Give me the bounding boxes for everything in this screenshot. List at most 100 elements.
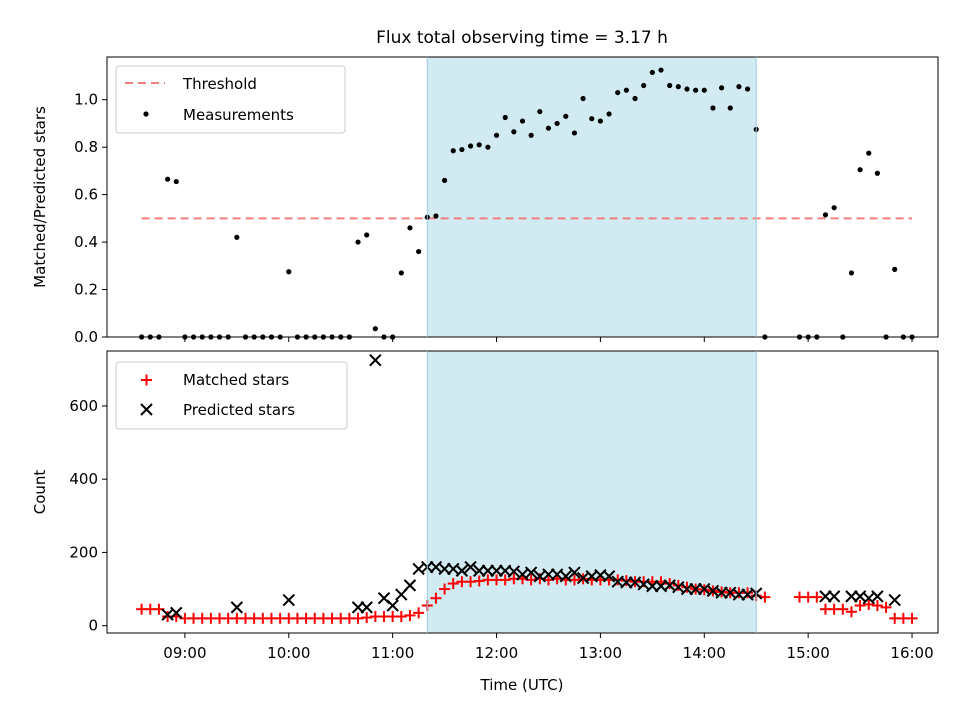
predicted-star-point	[455, 564, 469, 577]
measurement-point	[693, 87, 699, 93]
predicted-star-point	[507, 565, 521, 578]
measurement-point	[580, 95, 586, 102]
measurement-point	[892, 266, 898, 272]
measurement-point	[736, 84, 742, 90]
measurement-point	[563, 113, 569, 119]
x-axis-label: Time (UTC)	[480, 676, 564, 694]
ratio-panel: 0.0 0.2 0.4 0.6 0.8 1.0 Matched/Predicted sta…	[31, 56, 939, 346]
measurement-point	[667, 82, 673, 89]
x-tick-label: 14:00	[683, 644, 726, 662]
count-series	[136, 353, 918, 624]
measurement-point	[623, 87, 629, 93]
measurement-point	[467, 143, 474, 149]
measurement-point	[727, 105, 733, 111]
count-y-axis-label: Count	[31, 470, 49, 515]
measurement-point	[848, 270, 855, 276]
chart-title: Flux total observing time = 3.17 h	[376, 28, 668, 48]
matched-star-point	[863, 598, 875, 610]
count-legend: Matched stars Predicted stars	[115, 361, 348, 430]
measurement-point	[407, 225, 413, 231]
measurement-point	[675, 84, 681, 90]
measurement-point	[606, 111, 612, 117]
measurement-point	[528, 132, 534, 138]
ratio-y-axis-label: Matched/Predicted stars	[31, 106, 49, 288]
matched-star-point	[620, 575, 632, 587]
measurement-point	[355, 239, 361, 245]
ratio-plot-frame	[106, 56, 939, 338]
y-tick-label: 400	[69, 470, 98, 488]
predicted-star-point	[464, 560, 477, 574]
measurement-point	[286, 269, 292, 275]
measurement-point	[615, 89, 621, 96]
measurement-point	[649, 69, 655, 76]
measurement-point	[710, 105, 716, 111]
legend-predicted-swatch	[140, 403, 153, 416]
measurement-point	[441, 177, 448, 183]
predicted-star-point	[559, 570, 572, 583]
count-plot-frame	[106, 350, 939, 634]
matched-star-point	[430, 592, 442, 604]
y-tick-label: 0.8	[74, 138, 98, 156]
matched-star-point	[413, 607, 425, 619]
measurement-point	[701, 87, 707, 93]
measurement-point	[597, 118, 604, 124]
matched-star-point	[404, 609, 416, 621]
measurement-point	[459, 146, 465, 153]
measurement-point	[822, 212, 829, 218]
measurement-point	[476, 142, 482, 148]
y-tick-label: 0.2	[74, 281, 98, 299]
y-tick-label: 200	[69, 543, 98, 561]
y-tick-label: 0.0	[74, 328, 98, 346]
y-tick-label: 0.4	[74, 233, 98, 251]
measurement-point	[554, 120, 560, 127]
x-tick-label: 09:00	[163, 644, 206, 662]
measurement-point	[866, 150, 872, 156]
legend-measurements-label: Measurements	[183, 106, 294, 124]
x-tick-label: 11:00	[371, 644, 414, 662]
measurement-point	[831, 205, 837, 211]
matched-star-point	[845, 606, 857, 618]
predicted-star-point	[369, 353, 382, 367]
predicted-star-point	[524, 566, 538, 579]
measurement-point	[398, 270, 404, 276]
matched-star-point	[880, 601, 892, 613]
x-tick-label: 12:00	[475, 644, 518, 662]
matched-star-point	[439, 583, 451, 595]
matched-star-point	[854, 600, 866, 612]
measurement-point	[433, 213, 439, 219]
measurement-point	[493, 132, 500, 138]
measurement-point	[173, 178, 179, 185]
ratio-axes: 0.0 0.2 0.4 0.6 0.8 1.0	[74, 91, 913, 346]
predicted-star-point	[888, 593, 901, 607]
measurement-point	[684, 86, 690, 92]
predicted-star-point	[568, 566, 581, 579]
measurement-point	[874, 170, 881, 176]
predicted-star-point	[403, 579, 417, 592]
x-tick-label: 15:00	[787, 644, 830, 662]
measurement-point	[571, 130, 578, 136]
matched-star-point	[361, 612, 373, 624]
measurement-point	[511, 129, 517, 135]
legend-matched-swatch	[141, 374, 152, 386]
matched-star-point	[395, 611, 407, 623]
measurement-point	[641, 82, 647, 89]
matched-star-point	[742, 587, 754, 599]
measurement-point	[372, 326, 378, 332]
x-tick-label: 10:00	[267, 644, 310, 662]
predicted-star-point	[827, 590, 841, 603]
matched-star-point	[499, 574, 511, 586]
count-axes: 0 200 400 600 09:00 10:00 11:00 12:00 13:00 14:00…	[69, 397, 933, 662]
measurement-point	[485, 144, 491, 150]
measurement-point	[537, 108, 543, 115]
measurement-point	[744, 86, 751, 92]
matched-star-point	[871, 600, 883, 612]
measurement-point	[364, 232, 370, 238]
legend-matched-label: Matched stars	[183, 371, 289, 389]
measurement-point	[234, 234, 240, 240]
measurement-point	[658, 67, 664, 73]
measurement-point	[502, 114, 508, 121]
y-tick-label: 600	[69, 397, 98, 415]
measurement-point	[718, 85, 725, 91]
measurement-point	[857, 167, 863, 173]
